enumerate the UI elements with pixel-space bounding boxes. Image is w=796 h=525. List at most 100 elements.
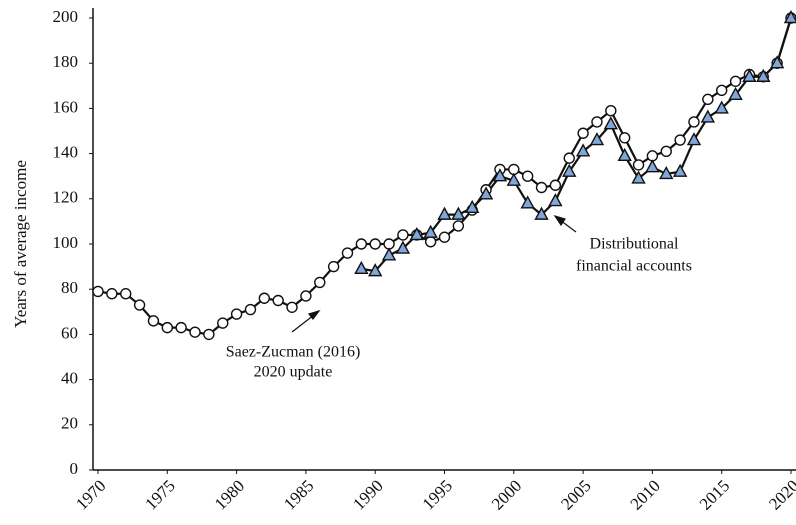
x-tick-label: 1990 <box>349 476 386 513</box>
marker <box>605 104 617 117</box>
marker <box>133 299 146 311</box>
marker <box>618 132 631 144</box>
marker <box>521 170 534 182</box>
marker <box>424 236 437 248</box>
marker <box>575 143 591 157</box>
marker <box>189 326 201 338</box>
marker <box>756 68 771 82</box>
marker <box>714 100 729 114</box>
marker <box>437 206 452 220</box>
marker <box>451 206 466 220</box>
x-tick-label: 1995 <box>419 476 456 513</box>
annotation: 2020 update <box>254 364 333 381</box>
marker <box>478 186 494 200</box>
y-tick-label: 60 <box>61 323 78 342</box>
marker <box>147 315 160 327</box>
marker <box>397 229 409 241</box>
marker <box>562 163 577 177</box>
marker <box>535 181 548 194</box>
marker <box>672 163 688 177</box>
marker <box>729 75 742 87</box>
annotation: Saez-Zucman (2016) <box>226 344 361 361</box>
y-tick-label: 140 <box>53 143 79 162</box>
marker <box>395 240 411 254</box>
marker <box>368 263 383 277</box>
annotation: Distributional <box>590 236 679 253</box>
marker <box>452 220 465 232</box>
marker <box>783 10 796 24</box>
y-tick-label: 160 <box>53 97 79 116</box>
marker <box>327 260 340 273</box>
x-tick-label: 1985 <box>280 476 317 513</box>
x-tick-label: 2015 <box>696 476 733 513</box>
marker <box>702 93 714 106</box>
marker <box>217 317 229 329</box>
x-tick-label: 2020 <box>765 476 796 513</box>
marker <box>700 109 716 123</box>
y-tick-label: 40 <box>61 369 78 388</box>
marker <box>230 308 243 320</box>
marker <box>272 294 284 307</box>
marker <box>409 226 424 241</box>
marker <box>203 328 215 341</box>
marker <box>645 159 660 173</box>
marker <box>716 84 728 97</box>
marker <box>341 247 354 259</box>
marker <box>617 147 632 162</box>
marker <box>106 288 118 300</box>
marker <box>438 231 451 243</box>
marker <box>314 276 326 289</box>
marker <box>369 238 381 250</box>
x-tick-label: 2000 <box>488 476 525 513</box>
y-axis-label: Years of average income <box>11 160 30 328</box>
marker <box>659 165 674 180</box>
marker <box>465 199 480 214</box>
marker <box>686 132 702 146</box>
marker <box>244 303 257 316</box>
series-line <box>97 17 793 336</box>
x-tick-label: 2010 <box>627 476 664 513</box>
marker <box>161 321 174 334</box>
marker <box>492 168 508 182</box>
marker <box>549 179 562 191</box>
marker <box>258 292 271 304</box>
marker <box>742 68 757 82</box>
marker <box>286 301 298 313</box>
y-tick-label: 120 <box>53 188 79 207</box>
marker <box>674 134 686 146</box>
y-tick-label: 200 <box>53 7 79 26</box>
marker <box>632 159 645 171</box>
marker <box>92 285 104 298</box>
marker <box>381 247 397 261</box>
marker <box>354 260 369 275</box>
marker <box>520 195 535 209</box>
marker <box>355 238 368 250</box>
marker <box>769 55 785 69</box>
x-tick-label: 1980 <box>211 476 248 513</box>
marker <box>591 116 603 128</box>
marker <box>300 290 312 302</box>
marker <box>506 172 521 186</box>
x-tick-label: 1970 <box>72 476 109 513</box>
y-tick-label: 20 <box>61 414 78 433</box>
marker <box>548 193 563 207</box>
y-tick-label: 180 <box>53 52 79 71</box>
y-tick-label: 100 <box>53 233 79 252</box>
marker <box>589 132 605 146</box>
marker <box>631 170 646 184</box>
x-tick-label: 2005 <box>557 476 594 513</box>
marker <box>534 206 549 220</box>
annotation: financial accounts <box>576 258 692 275</box>
x-tick-label: 1975 <box>141 476 178 513</box>
marker <box>577 127 589 139</box>
marker <box>175 321 187 334</box>
arrow <box>291 214 577 333</box>
marker <box>603 116 618 130</box>
marker <box>728 86 743 101</box>
y-tick-label: 0 <box>70 459 79 478</box>
marker <box>120 288 132 300</box>
marker <box>423 224 438 238</box>
marker <box>660 145 672 158</box>
marker <box>688 116 700 128</box>
